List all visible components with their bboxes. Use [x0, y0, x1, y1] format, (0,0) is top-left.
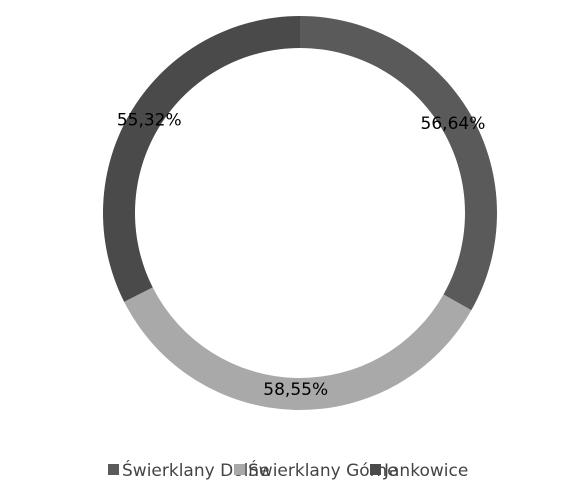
data-label: 58,55%: [263, 380, 328, 400]
legend-swatch: [370, 464, 381, 475]
legend-label: Jankowice: [383, 461, 468, 481]
data-label: 56,64%: [421, 114, 486, 134]
legend-swatch: [108, 464, 119, 475]
doughnut-segment: [124, 287, 472, 410]
doughnut-segment: [102, 16, 300, 302]
legend-label: Świerklany Górne: [248, 459, 398, 481]
doughnut-segment: [300, 16, 497, 311]
legend-swatch: [234, 464, 245, 475]
data-label: 55,32%: [117, 110, 182, 130]
legend-label: Świerklany Dolne: [122, 459, 270, 481]
